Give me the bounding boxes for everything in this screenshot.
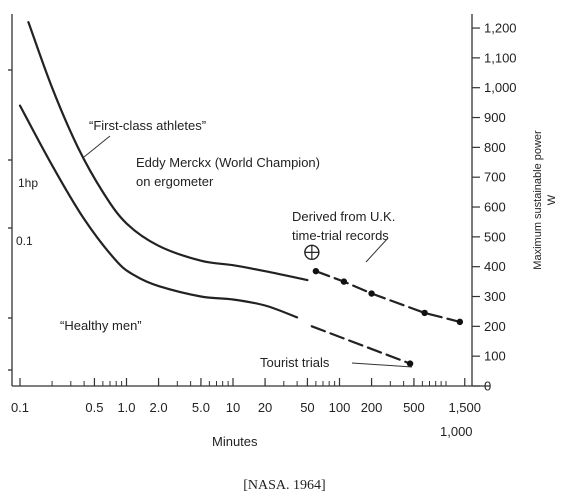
data-point xyxy=(406,360,414,367)
y-tick-label: 1,100 xyxy=(484,50,517,65)
y-tick-label: 500 xyxy=(484,229,506,244)
annotation-first-class-athletes: “First-class athletes” xyxy=(89,118,206,133)
x-tick-label: 1.0 xyxy=(117,400,135,415)
x-tick-label: 20 xyxy=(258,400,272,415)
y-tick-label: 0 xyxy=(484,379,491,394)
markers-layer xyxy=(304,244,464,367)
series-line-1 xyxy=(27,21,309,282)
x-tick-label: 500 xyxy=(403,400,425,415)
x-tick-label-1000: 1,000 xyxy=(440,424,473,439)
x-tick-label: 0.5 xyxy=(85,400,103,415)
y-tick-label: 800 xyxy=(484,140,506,155)
x-tick-label: 100 xyxy=(329,400,351,415)
axes xyxy=(11,14,490,387)
series-layer xyxy=(18,21,461,365)
y-tick-label: 1,000 xyxy=(484,80,517,95)
y-tick-label: 600 xyxy=(484,200,506,215)
series-line-3 xyxy=(310,325,412,365)
leader-tourist xyxy=(351,362,413,368)
annotation-derived-line-1: Derived from U.K. xyxy=(292,209,395,224)
data-point xyxy=(340,278,348,285)
left-tick-label-0-1: 0.1 xyxy=(16,234,33,248)
y-tick-label: 100 xyxy=(484,349,506,364)
y-tick-label: 200 xyxy=(484,319,506,334)
source-citation: [NASA. 1964] xyxy=(243,478,326,493)
x-tick-label: 50 xyxy=(300,400,314,415)
x-tick-label: 10 xyxy=(226,400,240,415)
left-axis-labels: 1hp 0.1 xyxy=(16,176,38,248)
x-tick-label: 5.0 xyxy=(192,400,210,415)
data-point xyxy=(421,309,428,317)
annotation-tourist-trials: Tourist trials xyxy=(260,355,330,370)
annotation-healthy-men: “Healthy men” xyxy=(60,318,142,333)
annotation-merckx-line-2: on ergometer xyxy=(136,174,214,189)
data-point xyxy=(456,318,464,326)
series-line-2 xyxy=(18,104,299,319)
data-point xyxy=(368,290,375,297)
y-tick-label: 900 xyxy=(484,110,506,125)
x-tick-label: 2.0 xyxy=(150,400,168,415)
x-tick-label: 1,500 xyxy=(448,400,481,415)
y-axis-title: Maximum sustainable power xyxy=(532,130,544,270)
data-point xyxy=(312,267,320,275)
x-tick-label: 0.1 xyxy=(11,400,29,415)
leader-first-class xyxy=(83,135,111,158)
y-tick-label: 300 xyxy=(484,289,506,304)
left-tick-label-hp: 1hp xyxy=(18,176,38,190)
y-tick-label: 400 xyxy=(484,259,506,274)
left-axis-stubs xyxy=(8,69,12,371)
y-tick-label: 700 xyxy=(484,170,506,185)
annotation-derived-line-2: time-trial records xyxy=(292,228,389,243)
y-axis-unit: W xyxy=(546,194,558,205)
annotation-merckx-line-1: Eddy Merckx (World Champion) xyxy=(136,155,320,170)
x-axis-title: Minutes xyxy=(212,434,258,449)
leader-derived xyxy=(365,237,389,263)
leader-lines xyxy=(83,135,413,368)
series-line-4 xyxy=(314,270,461,323)
x-tick-label: 200 xyxy=(361,400,383,415)
y-tick-label: 1,200 xyxy=(484,21,517,36)
